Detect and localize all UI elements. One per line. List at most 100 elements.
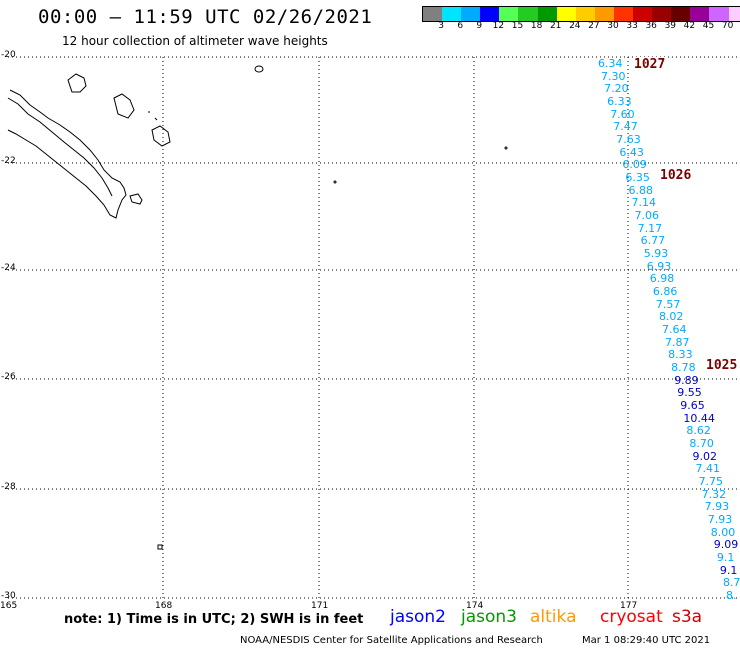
reef-dots [148, 111, 158, 121]
latitude-label: -24 [1, 263, 16, 273]
wave-height-point: 8.00 [710, 525, 736, 539]
wave-height-point: 8.70 [689, 437, 714, 450]
colorbar-label: 6 [457, 21, 464, 31]
wave-height-point: 7.30 [601, 69, 626, 83]
colorbar-label: 9 [476, 21, 483, 31]
latitude-label: -28 [1, 482, 16, 492]
colorbar-swatch [423, 7, 443, 21]
wave-height-point: 9.89 [674, 373, 699, 387]
coastlines [7, 65, 508, 550]
footer-note: note: 1) Time is in UTC; 2) SWH is in fe… [64, 612, 364, 627]
wave-height-point: 8.02 [658, 310, 684, 324]
colorbar-label: 18 [530, 21, 543, 31]
colorbar-label: 36 [645, 21, 657, 31]
new-caledonia-coast [7, 89, 127, 219]
colorbar-label: 33 [626, 21, 638, 31]
colorbar-swatch [575, 7, 595, 21]
loyalty-islands [67, 73, 87, 93]
satellite-legend-item: jason2 [390, 607, 446, 627]
hunter-island [333, 180, 337, 184]
wave-height-point: 7.14 [631, 196, 657, 210]
wave-height-point: 7.75 [698, 475, 724, 488]
wave-height-point: 6.35 [625, 171, 650, 184]
satellite-legend-item: cryosat [600, 607, 663, 627]
latitude-label: -30 [1, 591, 16, 601]
matthew-island [504, 146, 508, 150]
page-title: 00:00 – 11:59 UTC 02/26/2021 [38, 6, 373, 28]
wave-height-point: 7.93 [707, 513, 733, 526]
wave-height-point: 8. [726, 589, 737, 602]
longitude-label: 165 [0, 601, 18, 611]
colorbar-swatch [537, 7, 557, 21]
wave-height-point: 6.34 [598, 57, 623, 70]
colorbar-swatch [728, 7, 740, 21]
pressure-label: 1027 [634, 57, 666, 72]
wave-height-point: 5.93 [643, 247, 669, 260]
colorbar-swatch [594, 7, 614, 21]
page-subtitle: 12 hour collection of altimeter wave hei… [62, 34, 328, 48]
wave-height-point: 6.43 [619, 145, 644, 159]
pressure-label: 1025 [706, 358, 738, 373]
isle-of-pines [129, 193, 143, 205]
credit-timestamp: Mar 1 08:29:40 UTC 2021 [582, 635, 711, 646]
colorbar-label: 30 [607, 21, 619, 31]
wave-height-point: 7.93 [704, 500, 730, 514]
wave-height-point: 7.32 [701, 487, 727, 501]
latitude-label: -20 [1, 50, 16, 60]
wave-height-point: 9.1 [716, 551, 735, 564]
wave-height-point: 7.47 [613, 120, 638, 134]
satellite-legend-item: altika [530, 607, 577, 627]
colorbar-label: 42 [683, 21, 696, 31]
wave-height-point: 7.41 [695, 462, 721, 476]
colorbar-swatch [633, 7, 653, 21]
colorbar-label: 45 [702, 21, 715, 31]
longitude-label: 168 [155, 601, 173, 611]
colorbar-label: 39 [664, 21, 677, 31]
wave-height-point: 9.09 [713, 538, 739, 552]
wave-height-point: 7.64 [662, 323, 687, 336]
wave-height-point: 9.02 [692, 449, 717, 463]
wave-height-point: 8.62 [686, 424, 711, 438]
new-caledonia-inner-coast [7, 97, 113, 197]
wave-height-point: 6.88 [628, 183, 653, 197]
longitude-label: 174 [466, 601, 484, 611]
wave-height-point: 7.87 [665, 335, 690, 349]
colorbar-swatch [613, 7, 634, 21]
colorbar-swatch [518, 7, 538, 21]
wave-height-point: 7.17 [637, 221, 663, 235]
wave-height-point: 9.65 [680, 399, 705, 412]
pressure-label: 1026 [660, 168, 692, 183]
wave-height-point: 7.57 [655, 297, 681, 311]
wave-height-point: 7.60 [610, 107, 635, 121]
colorbar-swatch [709, 7, 729, 21]
walpole-island [254, 65, 264, 73]
colorbar-label: 12 [492, 21, 505, 31]
latitude-label: -22 [1, 156, 16, 166]
wave-height-point: 6.09 [622, 158, 647, 172]
wave-height-point: 6.77 [640, 234, 666, 248]
wave-height-point: 7.63 [616, 133, 641, 146]
colorbar-label: 27 [588, 21, 600, 31]
colorbar-label: 70 [721, 21, 734, 31]
wave-height-point: 6.98 [649, 272, 675, 286]
colorbar-swatch [499, 7, 519, 21]
wave-height-point: 8.7 [722, 576, 740, 590]
colorbar-swatch [461, 7, 481, 21]
colorbar-label: 21 [549, 21, 562, 31]
colorbar-swatch [690, 7, 710, 21]
wave-height-point: 7.06 [634, 209, 660, 222]
colorbar-swatch [480, 7, 500, 21]
colorbar-swatch [652, 7, 672, 21]
longitude-label: 171 [311, 601, 329, 611]
wave-height-point: 9.55 [677, 386, 702, 400]
small-reef [157, 544, 163, 550]
wave-height-point: 6.33 [607, 95, 632, 108]
mare-island [151, 125, 171, 147]
wave-height-colorbar [422, 6, 740, 22]
colorbar-label: 24 [569, 21, 581, 31]
latitude-label: -26 [1, 372, 16, 382]
longitude-label: 177 [620, 601, 638, 611]
wave-height-point: 7.20 [604, 82, 629, 96]
